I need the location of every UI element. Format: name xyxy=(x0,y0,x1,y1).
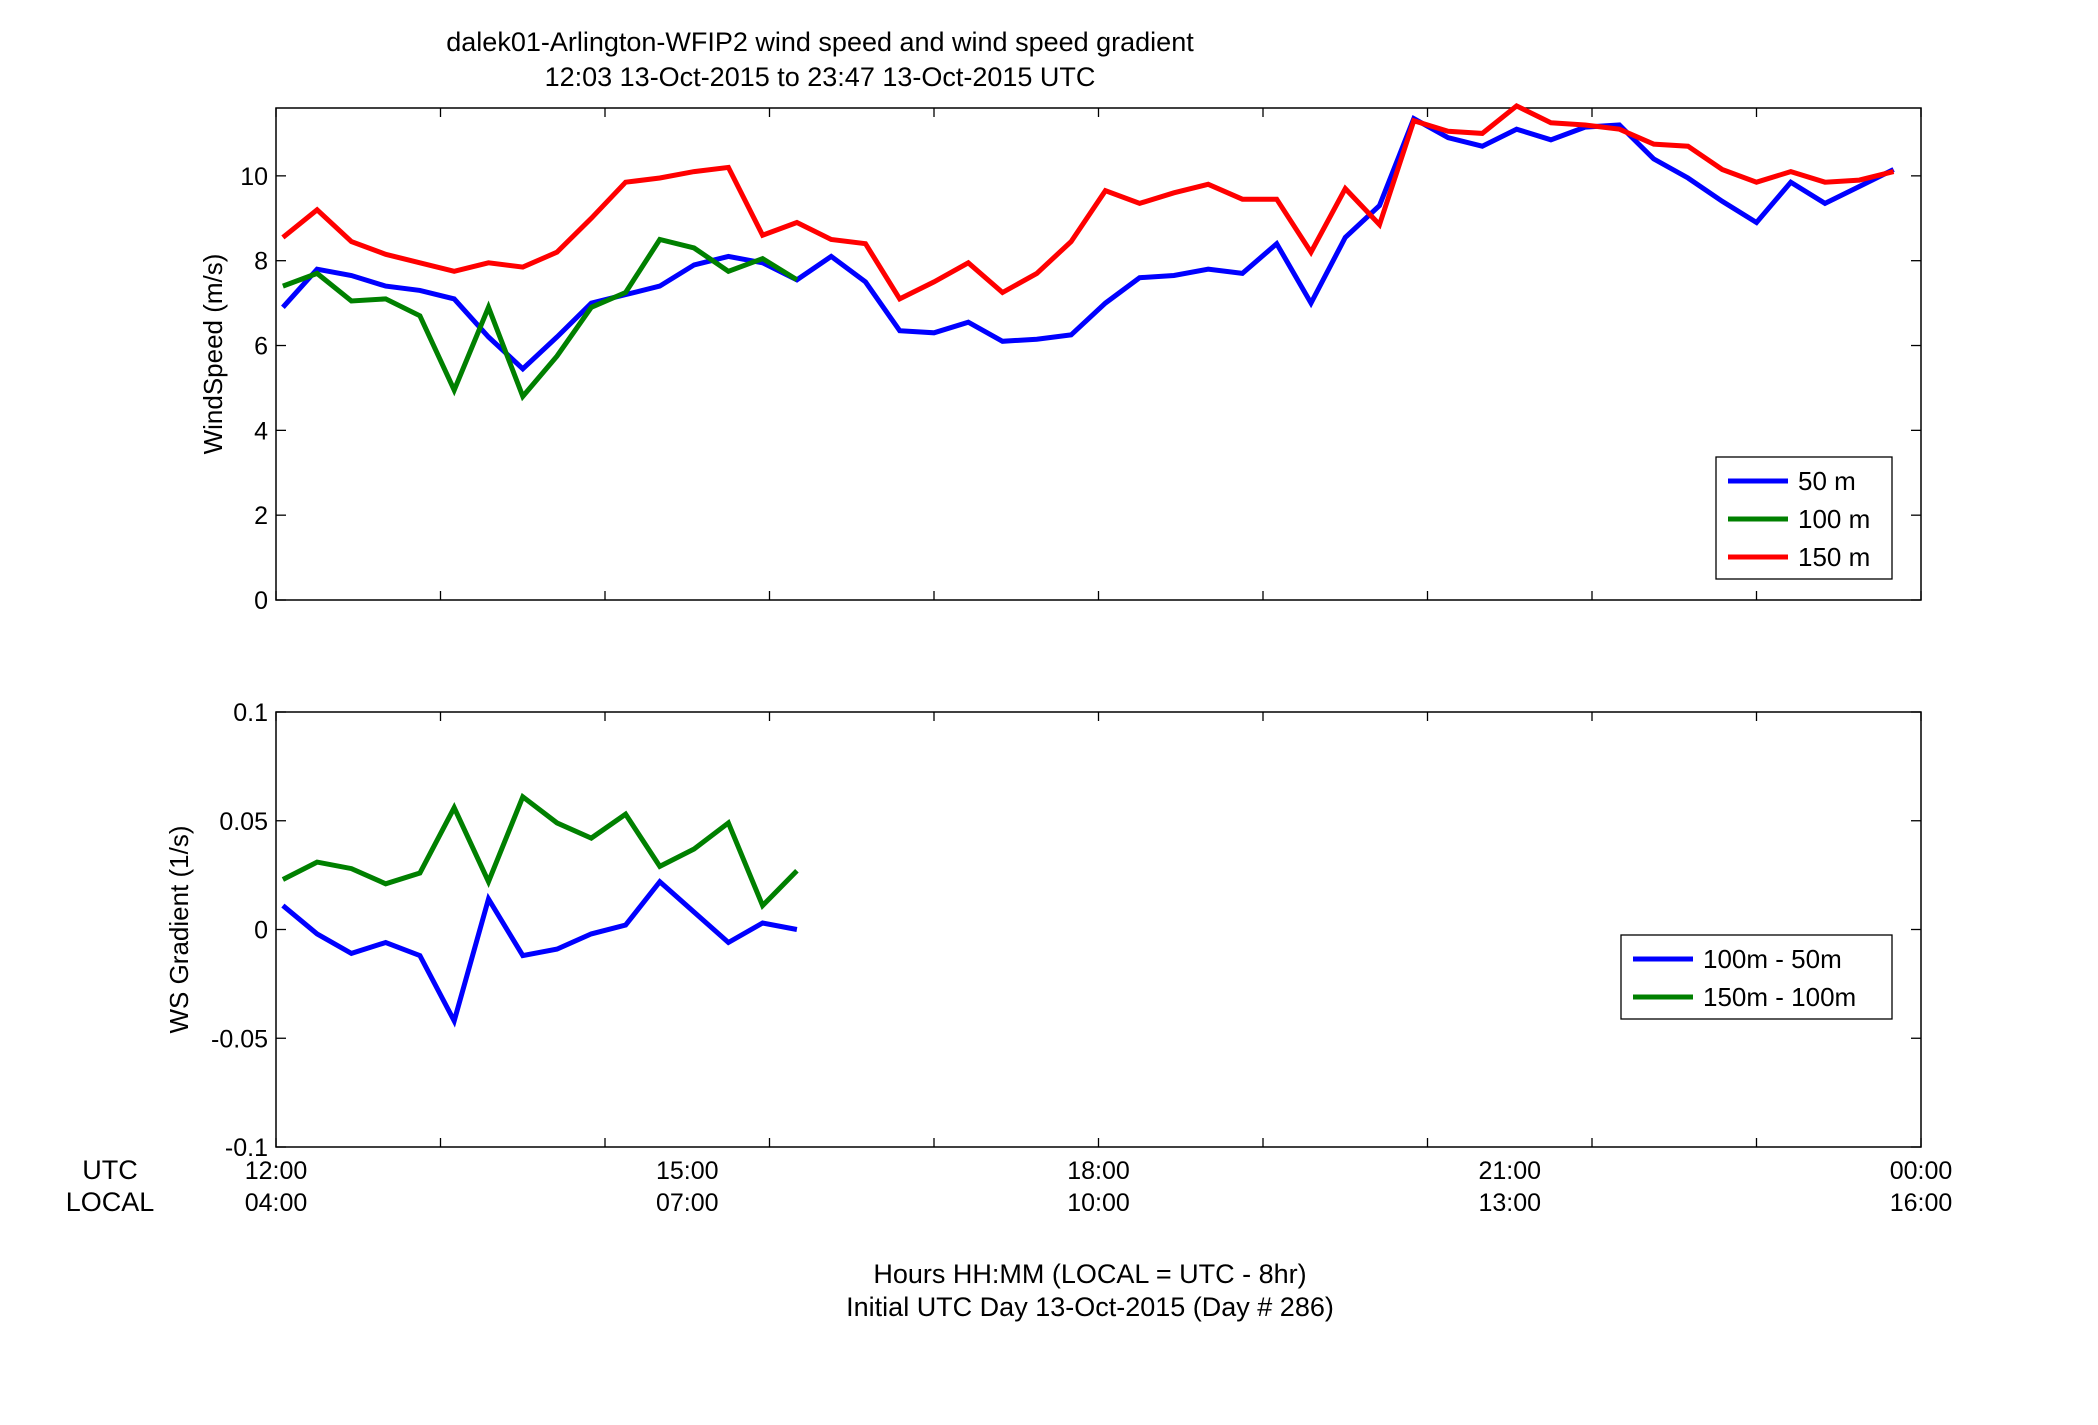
x-tick-label-local: 16:00 xyxy=(1890,1189,1953,1217)
axes-frame xyxy=(275,107,1922,601)
x-tick-label-local: 07:00 xyxy=(656,1189,719,1217)
utc-row-label: UTC xyxy=(82,1155,138,1185)
y-tick-label: 0.05 xyxy=(219,808,268,836)
series-line-150m xyxy=(281,102,1895,303)
y-axis-label: WindSpeed (m/s) xyxy=(198,254,228,455)
y-tick-label: 10 xyxy=(240,163,268,191)
legend-label: 100 m xyxy=(1798,504,1870,534)
x-tick-label-local: 04:00 xyxy=(245,1189,308,1217)
y-tick-label: 8 xyxy=(254,248,268,276)
x-tick-label-local: 13:00 xyxy=(1478,1189,1541,1217)
x-tick-label-local: 10:00 xyxy=(1067,1189,1130,1217)
y-tick-label: 2 xyxy=(254,502,268,530)
x-tick-label-utc: 21:00 xyxy=(1478,1157,1541,1185)
y-tick-label: 4 xyxy=(254,417,268,445)
y-tick-label: -0.05 xyxy=(211,1025,268,1053)
y-tick-label: 6 xyxy=(254,333,268,361)
legend-label: 100m - 50m xyxy=(1703,944,1842,974)
gradient-plot: -0.1 -0.05 0 0.05 0.1 WS Gradient (1/s) 12:00 0… xyxy=(164,699,1952,1217)
series-line-100m xyxy=(282,236,799,402)
y-tick-label: 0 xyxy=(254,917,268,945)
x-axis-label: Hours HH:MM (LOCAL = UTC - 8hr) xyxy=(873,1259,1306,1289)
x-tick-label-utc: 15:00 xyxy=(656,1157,719,1185)
x-tick-label-utc: 12:00 xyxy=(245,1157,308,1185)
series-line-100m-50m xyxy=(281,878,798,1028)
x-axis-sublabel: Initial UTC Day 13-Oct-2015 (Day # 286) xyxy=(846,1292,1334,1322)
chart-subtitle: 12:03 13-Oct-2015 to 23:47 13-Oct-2015 U… xyxy=(545,62,1096,92)
y-tick-label: 0.1 xyxy=(233,699,268,727)
legend-label: 50 m xyxy=(1798,466,1856,496)
chart-title: dalek01-Arlington-WFIP2 wind speed and w… xyxy=(446,27,1194,57)
x-tick-label-utc: 18:00 xyxy=(1067,1157,1130,1185)
legend-box xyxy=(1620,934,1893,1020)
legend-label: 150 m xyxy=(1798,542,1870,572)
series-line-150m-100m xyxy=(281,792,799,911)
y-axis-label: WS Gradient (1/s) xyxy=(164,825,194,1033)
legend-label: 150m - 100m xyxy=(1703,982,1856,1012)
local-row-label: LOCAL xyxy=(66,1187,155,1217)
y-tick-label: 0 xyxy=(254,587,268,615)
x-tick-label-utc: 00:00 xyxy=(1890,1157,1953,1185)
windspeed-plot: 0 2 4 6 8 10 WindSpeed (m/s) 50 m 100 m 150 m xyxy=(198,102,1922,615)
axes-frame xyxy=(275,711,1922,1148)
y-tick-label: -0.1 xyxy=(225,1134,268,1162)
